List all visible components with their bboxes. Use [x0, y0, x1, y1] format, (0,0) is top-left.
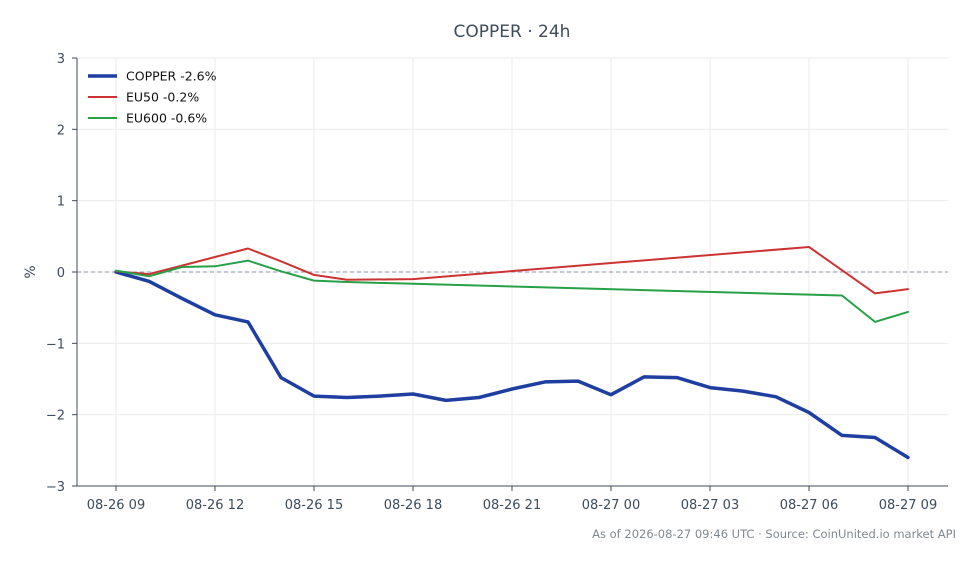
y-tick-label: −3 [46, 480, 65, 495]
y-axis-label: % [23, 265, 39, 278]
chart-title: COPPER · 24h [454, 22, 571, 42]
x-tick-label: 08-27 03 [681, 498, 739, 513]
series-line-2 [115, 246, 909, 295]
x-tick-label: 08-26 12 [186, 498, 244, 513]
x-tick-label: 08-27 06 [780, 498, 838, 513]
x-tick-label: 08-27 09 [879, 498, 937, 513]
legend-label: EU50 -0.2% [126, 90, 199, 105]
y-tick-label: −1 [46, 337, 65, 352]
legend: COPPER -2.6% EU50 -0.2% EU600 -0.6% [88, 69, 217, 126]
x-tick-label: 08-26 15 [285, 498, 343, 513]
y-tick-label: 3 [57, 52, 65, 67]
x-tick-label: 08-26 18 [384, 498, 442, 513]
x-tick-label: 08-27 00 [582, 498, 640, 513]
y-tick-label: −2 [46, 409, 65, 424]
y-tick-label: 0 [57, 266, 65, 281]
y-axis: 3 2 1 0 −1 −2 −3 [46, 52, 77, 495]
series-lines [114, 246, 910, 460]
x-tick-label: 08-26 21 [483, 498, 541, 513]
x-axis: 08-26 09 08-26 12 08-26 15 08-26 18 08-26 21… [87, 486, 937, 513]
y-tick-label: 2 [57, 123, 65, 138]
source-note: As of 2026-08-27 09:46 UTC · Source: Coi… [592, 527, 956, 541]
x-tick-label: 08-26 09 [87, 498, 145, 513]
legend-label: EU600 -0.6% [126, 111, 207, 126]
legend-label: COPPER -2.6% [126, 69, 217, 84]
series-line-1 [114, 270, 910, 460]
y-tick-label: 1 [57, 195, 65, 210]
series-line-3 [115, 259, 909, 323]
